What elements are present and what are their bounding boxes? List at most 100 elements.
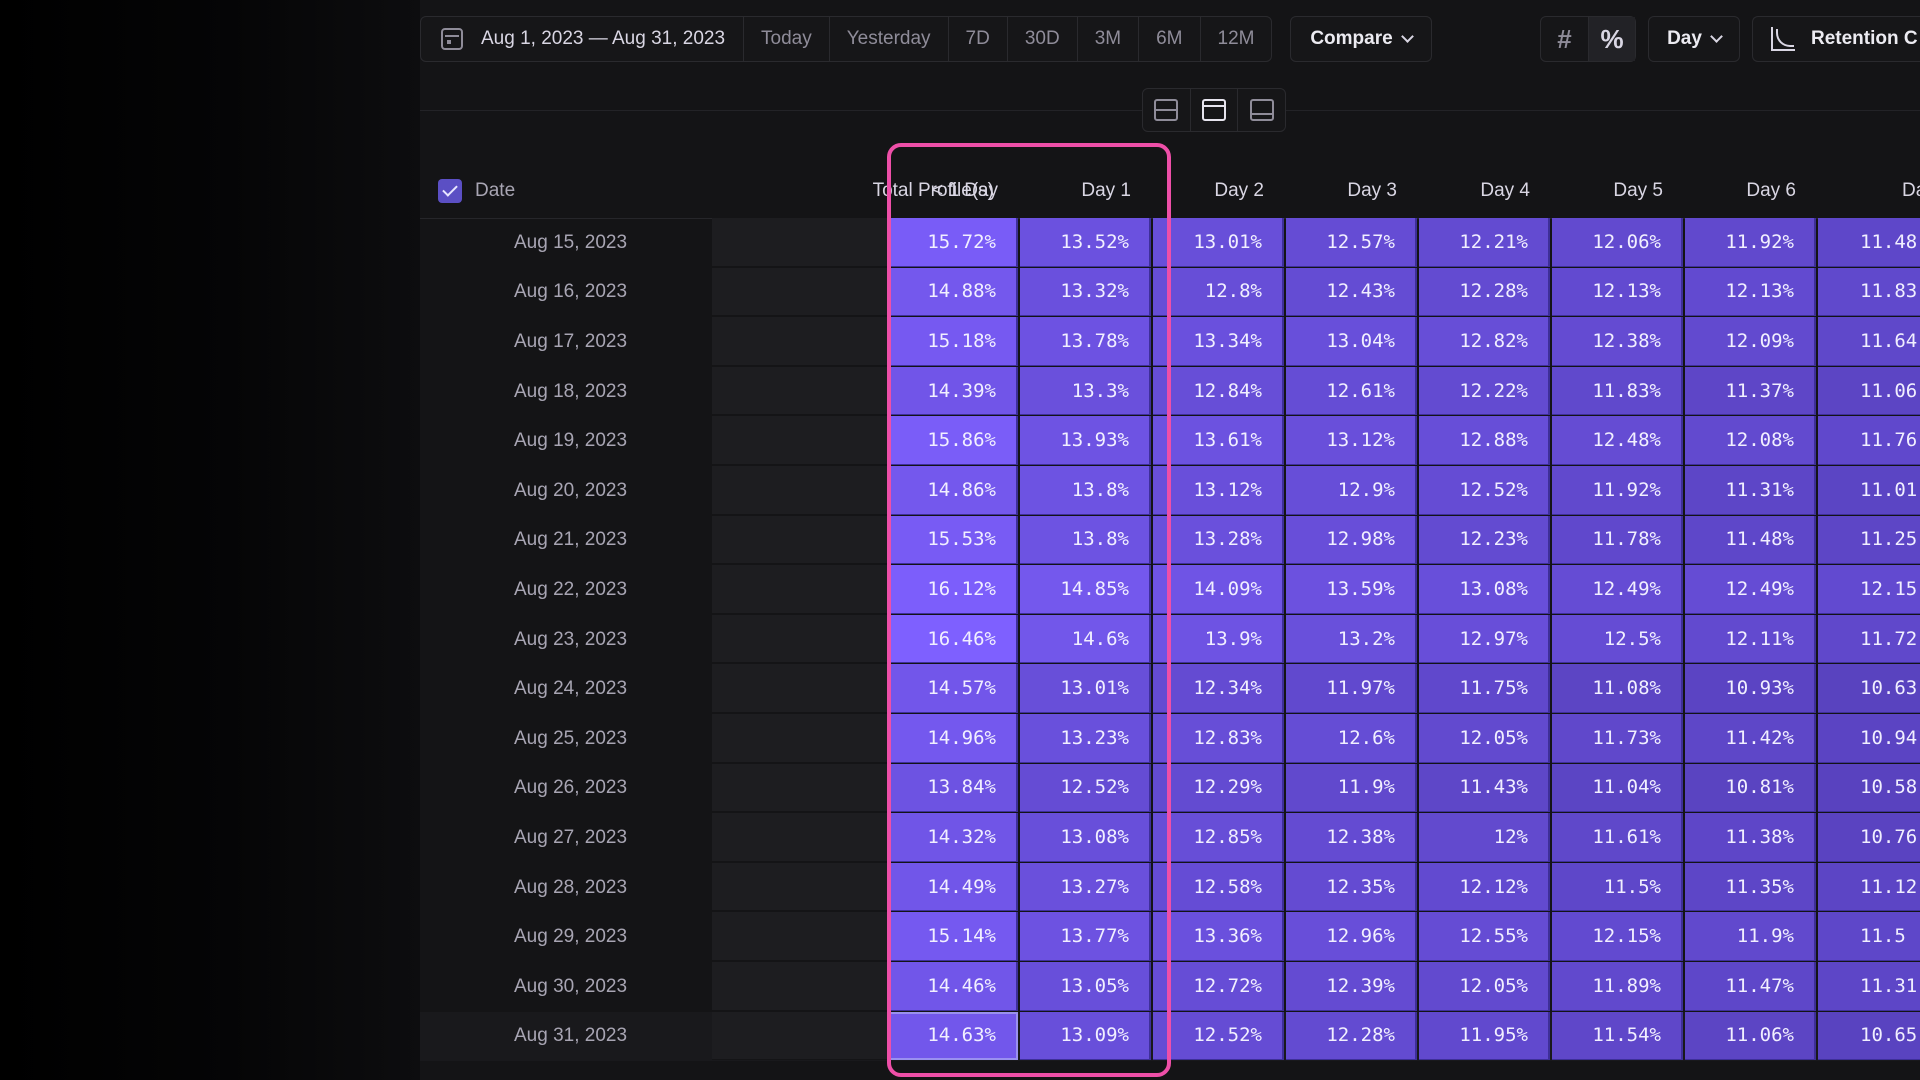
retention-cell-day-2[interactable]: 12.29% xyxy=(1153,763,1284,813)
retention-cell-day-3[interactable]: 12.98% xyxy=(1286,515,1417,565)
retention-cell-day-5[interactable]: 12.13% xyxy=(1552,267,1683,317)
preset-12m-button[interactable]: 12M xyxy=(1199,17,1272,61)
retention-cell-day-0[interactable]: 14.49% xyxy=(887,862,1018,912)
percent-format-button[interactable]: % xyxy=(1588,17,1635,61)
retention-cell-day-2[interactable]: 12.83% xyxy=(1153,713,1284,763)
retention-cell-day-2[interactable]: 13.12% xyxy=(1153,465,1284,515)
retention-cell-day-4[interactable]: 12% xyxy=(1419,813,1550,862)
retention-cell-day-2[interactable]: 13.9% xyxy=(1153,614,1284,664)
retention-cell-day-5[interactable]: 11.73% xyxy=(1552,713,1683,763)
layout-chart-bottom-button[interactable] xyxy=(1237,89,1285,131)
retention-cell-day-7[interactable]: 11.64 xyxy=(1818,317,1920,366)
retention-cell-day-5[interactable]: 11.5% xyxy=(1552,862,1683,912)
retention-cell-day-2[interactable]: 12.85% xyxy=(1153,813,1284,862)
retention-cell-day-4[interactable]: 12.82% xyxy=(1419,317,1550,366)
column-header-day-0[interactable]: < 1 Day xyxy=(931,180,998,201)
retention-cell-day-6[interactable]: 12.09% xyxy=(1685,317,1816,366)
preset-3m-button[interactable]: 3M xyxy=(1076,17,1138,61)
retention-cell-day-2[interactable]: 13.28% xyxy=(1153,515,1284,565)
granularity-dropdown[interactable]: Day xyxy=(1648,16,1740,62)
retention-cell-day-7[interactable]: 10.76 xyxy=(1818,813,1920,862)
retention-cell-day-7[interactable]: 11.31 xyxy=(1818,961,1920,1011)
retention-cell-day-5[interactable]: 12.48% xyxy=(1552,416,1683,465)
retention-cell-day-1[interactable]: 13.8% xyxy=(1020,515,1151,565)
retention-cell-day-0[interactable]: 14.57% xyxy=(887,664,1018,713)
retention-cell-day-7[interactable]: 11.76 xyxy=(1818,416,1920,465)
retention-cell-day-3[interactable]: 13.2% xyxy=(1286,614,1417,664)
retention-cell-day-1[interactable]: 13.52% xyxy=(1020,218,1151,267)
preset-yesterday-button[interactable]: Yesterday xyxy=(828,17,948,61)
retention-cell-day-7[interactable]: 11.83 xyxy=(1818,267,1920,317)
retention-cell-day-0[interactable]: 13.84% xyxy=(887,763,1018,813)
preset-6m-button[interactable]: 6M xyxy=(1138,17,1199,61)
retention-cell-day-1[interactable]: 13.8% xyxy=(1020,465,1151,515)
retention-cell-day-2[interactable]: 12.84% xyxy=(1153,366,1284,416)
retention-cell-day-0[interactable]: 14.39% xyxy=(887,366,1018,416)
retention-cell-day-4[interactable]: 12.52% xyxy=(1419,465,1550,515)
retention-cell-day-0[interactable]: 15.86% xyxy=(887,416,1018,465)
granularity-button[interactable]: Day xyxy=(1649,17,1739,61)
retention-cell-day-1[interactable]: 14.85% xyxy=(1020,565,1151,614)
compare-dropdown[interactable]: Compare xyxy=(1290,16,1432,62)
retention-cell-day-4[interactable]: 12.28% xyxy=(1419,267,1550,317)
retention-cell-day-6[interactable]: 11.35% xyxy=(1685,862,1816,912)
retention-cell-day-3[interactable]: 12.61% xyxy=(1286,366,1417,416)
retention-cell-day-0[interactable]: 14.86% xyxy=(887,465,1018,515)
retention-cell-day-3[interactable]: 12.28% xyxy=(1286,1011,1417,1061)
compare-button[interactable]: Compare xyxy=(1291,17,1431,61)
column-header-day-7[interactable]: Day xyxy=(1902,180,1920,201)
retention-cell-day-0[interactable]: 14.46% xyxy=(887,961,1018,1011)
retention-cell-day-2[interactable]: 12.52% xyxy=(1153,1011,1284,1061)
retention-cell-day-2[interactable]: 12.72% xyxy=(1153,961,1284,1011)
retention-cell-day-3[interactable]: 12.6% xyxy=(1286,713,1417,763)
retention-cell-day-0[interactable]: 16.12% xyxy=(887,565,1018,614)
retention-cell-day-4[interactable]: 12.05% xyxy=(1419,713,1550,763)
retention-cell-day-7[interactable]: 11.48 xyxy=(1818,218,1920,267)
retention-cell-day-1[interactable]: 13.05% xyxy=(1020,961,1151,1011)
retention-cell-day-4[interactable]: 12.55% xyxy=(1419,912,1550,961)
retention-cell-day-5[interactable]: 11.92% xyxy=(1552,465,1683,515)
select-all-checkbox[interactable] xyxy=(438,166,462,216)
retention-cell-day-0[interactable]: 15.72% xyxy=(887,218,1018,267)
retention-cell-day-1[interactable]: 13.78% xyxy=(1020,317,1151,366)
column-header-day-2[interactable]: Day 2 xyxy=(1214,180,1264,201)
chart-type-button[interactable]: Retention C xyxy=(1753,17,1918,61)
retention-cell-day-7[interactable]: 10.63 xyxy=(1818,664,1920,713)
retention-cell-day-5[interactable]: 11.89% xyxy=(1552,961,1683,1011)
retention-cell-day-0[interactable]: 14.32% xyxy=(887,813,1018,862)
retention-cell-day-7[interactable]: 11.25 xyxy=(1818,515,1920,565)
retention-cell-day-5[interactable]: 11.54% xyxy=(1552,1011,1683,1061)
retention-cell-day-6[interactable]: 10.81% xyxy=(1685,763,1816,813)
retention-cell-day-3[interactable]: 12.43% xyxy=(1286,267,1417,317)
retention-cell-day-3[interactable]: 12.57% xyxy=(1286,218,1417,267)
retention-cell-day-1[interactable]: 14.6% xyxy=(1020,614,1151,664)
retention-cell-day-6[interactable]: 11.06% xyxy=(1685,1011,1816,1061)
retention-cell-day-2[interactable]: 13.34% xyxy=(1153,317,1284,366)
retention-cell-day-1[interactable]: 13.27% xyxy=(1020,862,1151,912)
retention-cell-day-1[interactable]: 13.93% xyxy=(1020,416,1151,465)
retention-cell-day-5[interactable]: 11.83% xyxy=(1552,366,1683,416)
retention-cell-day-5[interactable]: 11.04% xyxy=(1552,763,1683,813)
retention-cell-day-6[interactable]: 12.13% xyxy=(1685,267,1816,317)
retention-cell-day-7[interactable]: 10.58 xyxy=(1818,763,1920,813)
retention-cell-day-7[interactable]: 11.01 xyxy=(1818,465,1920,515)
retention-cell-day-5[interactable]: 11.08% xyxy=(1552,664,1683,713)
column-header-day-1[interactable]: Day 1 xyxy=(1081,180,1131,201)
retention-cell-day-6[interactable]: 11.9% xyxy=(1685,912,1816,961)
retention-cell-day-4[interactable]: 12.12% xyxy=(1419,862,1550,912)
column-header-day-3[interactable]: Day 3 xyxy=(1347,180,1397,201)
retention-cell-day-3[interactable]: 11.9% xyxy=(1286,763,1417,813)
retention-cell-day-7[interactable]: 11.12 xyxy=(1818,862,1920,912)
retention-cell-day-0[interactable]: 15.14% xyxy=(887,912,1018,961)
retention-cell-day-7[interactable]: 11.72 xyxy=(1818,614,1920,664)
retention-cell-day-4[interactable]: 12.21% xyxy=(1419,218,1550,267)
retention-cell-day-5[interactable]: 12.15% xyxy=(1552,912,1683,961)
retention-cell-day-6[interactable]: 11.47% xyxy=(1685,961,1816,1011)
retention-cell-day-6[interactable]: 11.31% xyxy=(1685,465,1816,515)
retention-cell-day-3[interactable]: 12.96% xyxy=(1286,912,1417,961)
column-header-day-5[interactable]: Day 5 xyxy=(1613,180,1663,201)
retention-cell-day-4[interactable]: 12.05% xyxy=(1419,961,1550,1011)
retention-cell-day-5[interactable]: 12.38% xyxy=(1552,317,1683,366)
retention-cell-day-0[interactable]: 15.53% xyxy=(887,515,1018,565)
retention-cell-day-4[interactable]: 12.22% xyxy=(1419,366,1550,416)
